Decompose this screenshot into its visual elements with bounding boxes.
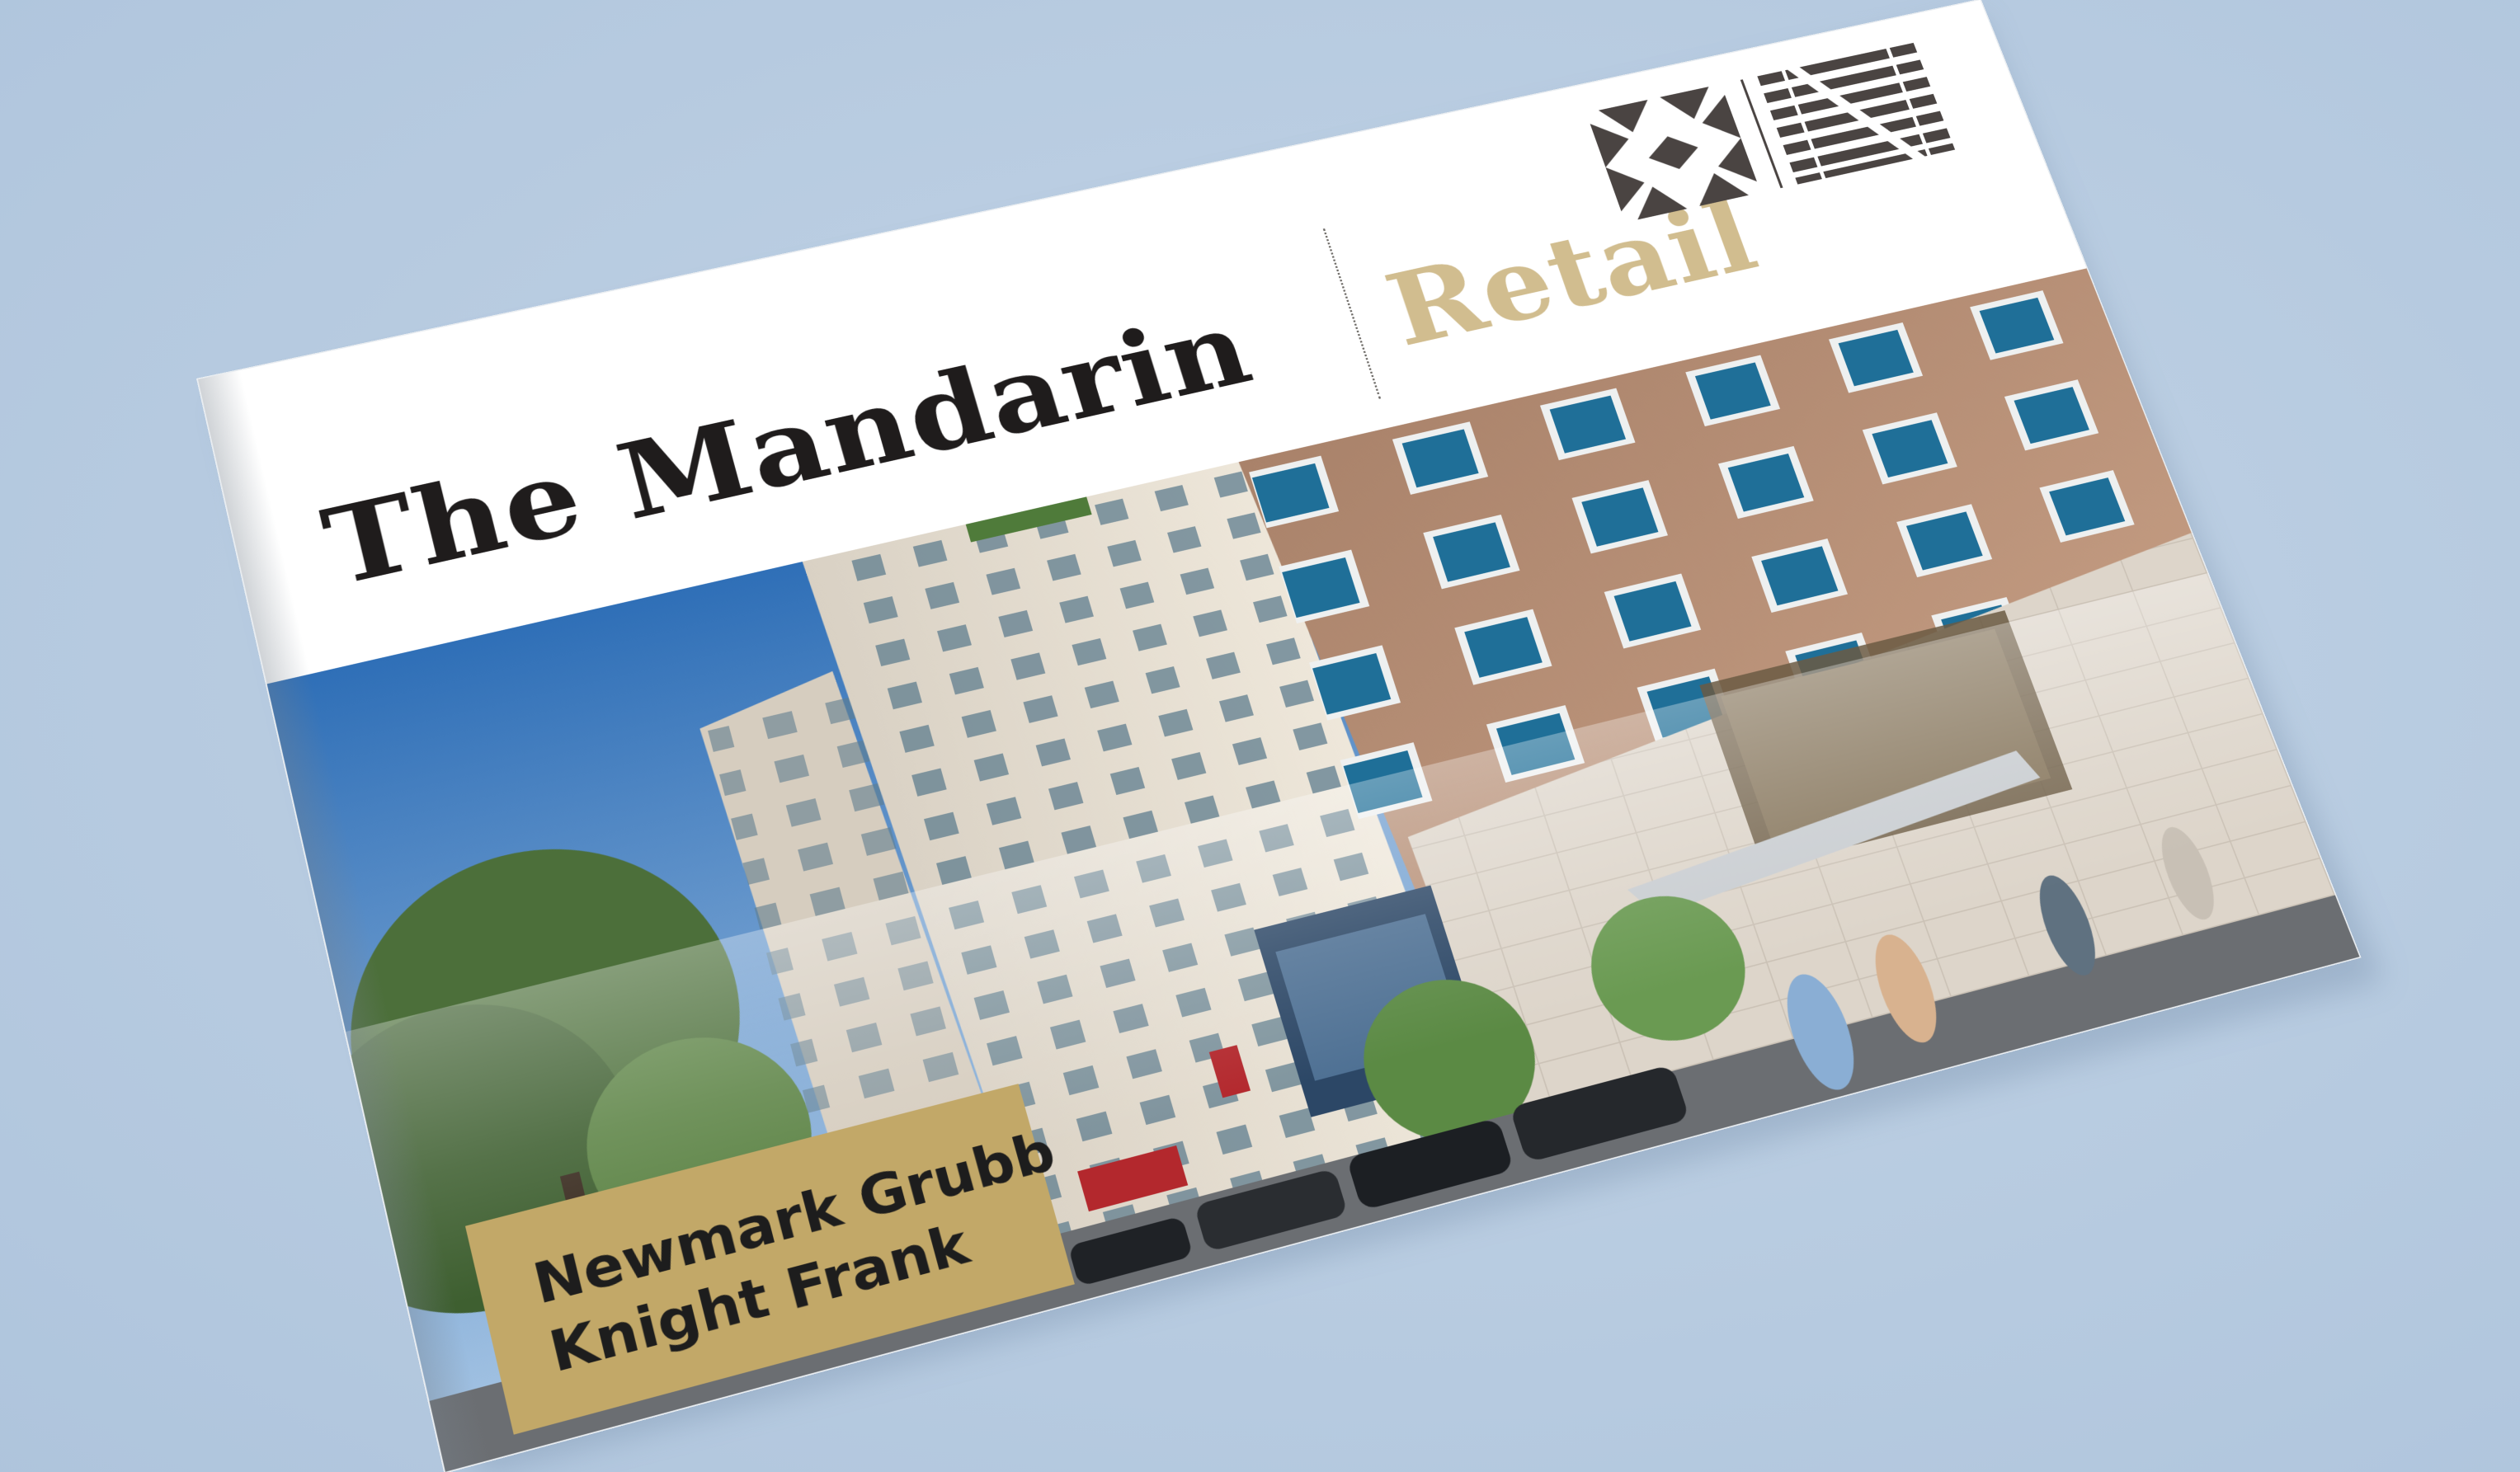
title-divider (1323, 228, 1381, 399)
